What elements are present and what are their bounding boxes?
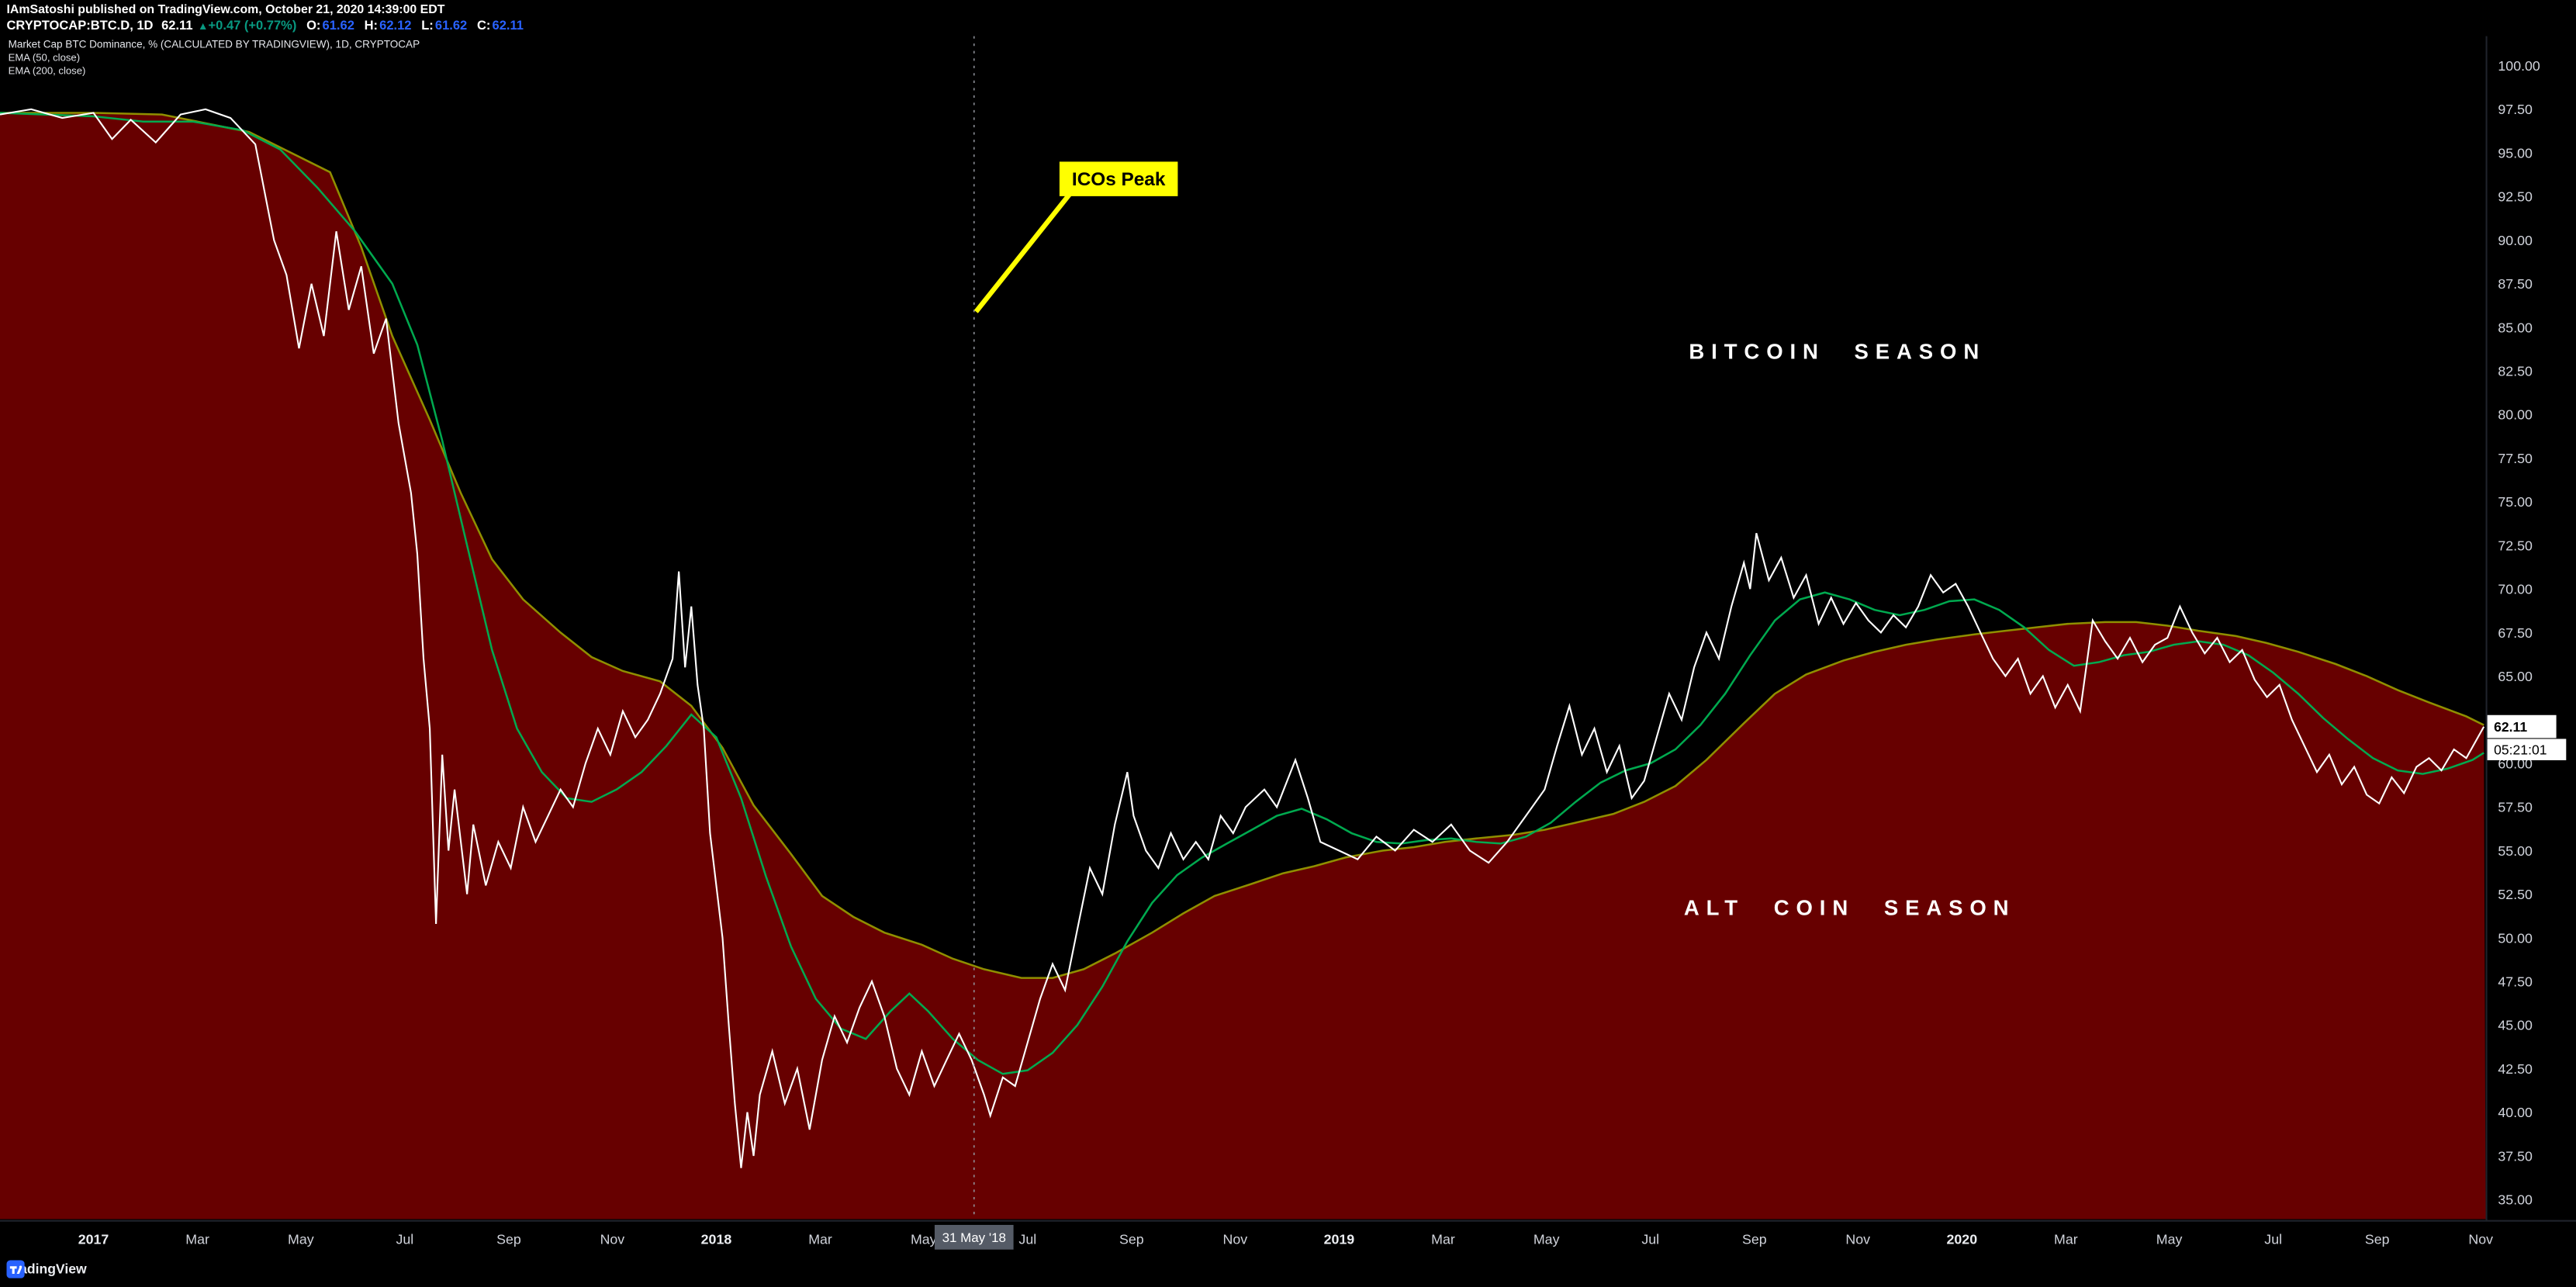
- price-tick-label: 75.00: [2498, 494, 2533, 510]
- tradingview-logo-icon[interactable]: [6, 1260, 25, 1278]
- price-axis[interactable]: 100.00 97.50 95.00 92.50 90.00 87.50 85.00 82.5…: [2498, 58, 2540, 1207]
- price-tick-label: 47.50: [2498, 974, 2533, 989]
- countdown-text: 05:21:01: [2494, 742, 2547, 758]
- icos-peak-label: ICOs Peak: [1072, 169, 1166, 190]
- ema-200-line: [0, 112, 2484, 979]
- altcoin-season-label[interactable]: ALT COIN SEASON: [1684, 896, 2016, 920]
- time-tick-label: 2018: [701, 1231, 732, 1247]
- price-tick-label: 35.00: [2498, 1192, 2533, 1207]
- price-tick-label: 52.50: [2498, 887, 2533, 902]
- time-tick-label: Jul: [2264, 1231, 2282, 1247]
- time-tick-label: Jul: [1018, 1231, 1036, 1247]
- last-price-badge-text: 62.11: [2494, 719, 2527, 735]
- chart-legend: Market Cap BTC Dominance, % (CALCULATED …: [9, 40, 420, 80]
- icos-peak-label-box: [1059, 161, 1178, 196]
- time-tick-label: May: [288, 1231, 314, 1247]
- time-tick-label: Sep: [2365, 1231, 2390, 1247]
- time-tick-label: Mar: [1431, 1231, 1455, 1247]
- price-tick-label: 42.50: [2498, 1061, 2533, 1077]
- crosshair-date-text: 31 May '18: [942, 1230, 1006, 1245]
- publish-header: IAmSatoshi published on TradingView.com,…: [6, 2, 523, 36]
- price-tick-label: 95.00: [2498, 146, 2533, 161]
- time-axis[interactable]: 2017 Mar May Jul Sep Nov 2018 Mar May Jul Sep Nov 20…: [78, 1231, 2493, 1247]
- price-tick-label: 85.00: [2498, 320, 2533, 335]
- legend-ema-200[interactable]: EMA (200, close): [8, 66, 86, 78]
- price-tick-label: 45.00: [2498, 1018, 2533, 1033]
- close-label: C:: [476, 18, 491, 33]
- price-tick-label: 40.00: [2498, 1105, 2533, 1120]
- icos-peak-pointer-line: [973, 192, 1072, 313]
- open-label: O:: [306, 18, 321, 33]
- price-tick-label: 92.50: [2498, 189, 2533, 205]
- time-tick-label: 2017: [78, 1231, 109, 1247]
- price-tick-label: 100.00: [2498, 58, 2540, 74]
- time-tick-label: Mar: [2054, 1231, 2078, 1247]
- change-up-arrow-icon: ▲: [197, 21, 209, 33]
- low-value: 61.62: [434, 18, 468, 33]
- time-tick-label: Sep: [1119, 1231, 1144, 1247]
- time-tick-label: Nov: [2468, 1231, 2493, 1247]
- symbol-name: CRYPTOCAP:BTC.D, 1D: [6, 18, 154, 33]
- high-label: H:: [364, 18, 379, 33]
- close-value: 62.11: [492, 18, 524, 33]
- crosshair-date-box: [934, 1224, 1014, 1250]
- time-tick-label: 2020: [1947, 1231, 1978, 1247]
- open-value: 61.62: [322, 18, 354, 33]
- time-tick-label: 2019: [1324, 1231, 1355, 1247]
- tradingview-brand[interactable]: TradingView: [6, 1260, 87, 1277]
- time-tick-label: Nov: [1223, 1231, 1248, 1247]
- crosshair-date-label: 31 May '18: [934, 1224, 1014, 1250]
- last-price-badge: 62.11: [2487, 714, 2557, 739]
- price-tick-label: 50.00: [2498, 930, 2533, 946]
- legend-ema-50[interactable]: EMA (50, close): [8, 53, 81, 65]
- time-tick-label: May: [1533, 1231, 1560, 1247]
- time-tick-label: May: [911, 1231, 937, 1247]
- price-tick-label: 77.50: [2498, 451, 2533, 466]
- legend-main-series[interactable]: Market Cap BTC Dominance, % (CALCULATED …: [8, 39, 420, 51]
- price-tick-label: 57.50: [2498, 800, 2533, 815]
- footer: TradingView: [6, 1260, 87, 1278]
- price-tick-label: 82.50: [2498, 364, 2533, 379]
- price-tick-label: 72.50: [2498, 538, 2533, 553]
- time-tick-label: Jul: [396, 1231, 414, 1247]
- altcoin-season-area: [0, 112, 2486, 1220]
- price-tick-label: 97.50: [2498, 102, 2533, 117]
- price-tick-label: 80.00: [2498, 407, 2533, 423]
- price-tick-label: 37.50: [2498, 1148, 2533, 1164]
- high-value: 62.12: [379, 18, 412, 33]
- time-tick-label: May: [2156, 1231, 2183, 1247]
- price-change: +0.47 (+0.77%): [208, 18, 297, 33]
- bitcoin-season-label[interactable]: BITCOIN SEASON: [1689, 339, 1986, 363]
- time-tick-label: Sep: [496, 1231, 521, 1247]
- chart-canvas[interactable]: [0, 36, 2486, 1220]
- price-tick-label: 67.50: [2498, 625, 2533, 641]
- low-label: L:: [421, 18, 434, 33]
- icos-peak-annotation[interactable]: ICOs Peak: [973, 161, 1178, 313]
- time-tick-label: Mar: [808, 1231, 832, 1247]
- price-tick-label: 87.50: [2498, 276, 2533, 292]
- price-tick-label: 55.00: [2498, 843, 2533, 859]
- ema-50-line: [0, 112, 2484, 1075]
- bar-close-countdown: 05:21:01: [2487, 739, 2567, 760]
- header-last-price: 62.11: [161, 18, 193, 33]
- time-tick-label: Jul: [1641, 1231, 1659, 1247]
- btc-dominance-price-line: [0, 108, 2485, 1168]
- price-tick-label: 70.00: [2498, 582, 2533, 597]
- publish-info: IAmSatoshi published on TradingView.com,…: [6, 2, 445, 17]
- time-tick-label: Nov: [600, 1231, 625, 1247]
- last-price-badge-box: [2487, 714, 2557, 739]
- time-tick-label: Nov: [1845, 1231, 1870, 1247]
- price-tick-label: 65.00: [2498, 669, 2533, 684]
- symbol-summary: CRYPTOCAP:BTC.D, 1D 62.11 ▲+0.47 (+0.77%) O…: [6, 18, 523, 36]
- time-tick-label: Sep: [1742, 1231, 1767, 1247]
- countdown-box: [2487, 739, 2567, 760]
- price-tick-label: 90.00: [2498, 233, 2533, 248]
- time-tick-label: Mar: [185, 1231, 209, 1247]
